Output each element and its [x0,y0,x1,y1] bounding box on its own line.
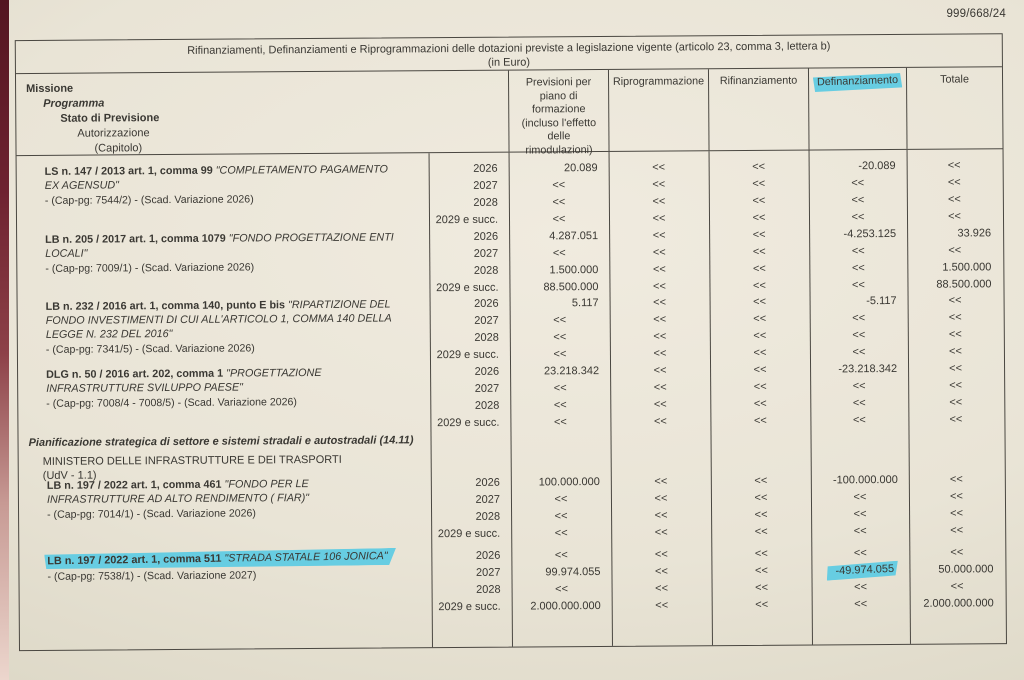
riprogrammazione-values: << << << << [652,229,666,293]
definanziamento-values: << -49.974.055 << << [811,545,909,614]
definanziamento-values: -20.089 << << << [851,159,896,224]
law-description: LB n. 197 / 2022 art. 1, comma 511 "STRA… [19,548,431,584]
definanziamento-value: << [854,598,868,611]
previsioni-values: 4.287.051 << 1.500.000 88.500.000 [543,230,599,294]
law-entry-lb-232-2016: LB n. 232 / 2016 art. 1, comma 140, punt… [18,292,1003,367]
rifinanziamento-values: << << << << [754,547,769,611]
law-description: DLG n. 50 / 2016 art. 202, comma 1 "PROG… [18,364,430,411]
riprogrammazione-values: << << << << [654,548,669,612]
riprogrammazione-values: << << << << [654,475,668,539]
year-labels: 2026 2027 2028 2029 e succ. [438,549,501,614]
law-entry-lb-197-2022-comma-461: LB n. 197 / 2022 art. 1, comma 461 "FOND… [19,471,1004,546]
row-hierarchy-header: Missione Programma Stato di Previsione A… [16,71,509,155]
totale-values: << << << << [947,159,961,223]
column-header-totale: Totale [905,67,1003,149]
law-ref: LB n. 232 / 2016 art. 1, comma 140, punt… [45,299,289,313]
law-cap-line: - (Cap-pg: 7009/1) - (Scad. Variazione 2… [45,261,255,275]
law-title: DLG n. 50 / 2016 art. 202, comma 1 "PROG… [46,365,404,395]
law-title: LB n. 197 / 2022 art. 1, comma 511 "STRA… [47,549,405,568]
year-labels: 2026 2027 2028 2029 e succ. [435,162,499,227]
law-ref: LB n. 197 / 2022 art. 1, comma 461 [46,478,225,492]
law-cap-line: - (Cap-pg: 7538/1) - (Scad. Variazione 2… [47,569,257,583]
rifinanziamento-values: << << << << [754,474,768,538]
rifinanziamento-values: << << << << [752,228,766,292]
riprogrammazione-values: << << << << [653,296,667,360]
law-description: LS n. 147 / 2013 art. 1, comma 99 "COMPL… [17,161,429,208]
law-ref: LB n. 197 / 2022 art. 1, comma 511 [47,552,225,568]
previsioni-values: 23.218.342 << << << [543,365,600,429]
law-cap-line: - (Cap-pg: 7014/1) - (Scad. Variazione 2… [47,507,256,521]
law-ref: LS n. 147 / 2013 art. 1, comma 99 [44,164,216,178]
definanziamento-values: -5.117 << << << [852,294,897,359]
year-labels: 2026 2027 2028 2029 e succ. [436,230,499,295]
definanziamento-value-highlighted: -49.974.055 [811,562,909,580]
totale-values: << << << << [949,473,964,537]
riprogrammazione-values: << << << << [652,161,666,225]
column-header-definanziamento: Definanziamento [807,67,907,150]
law-ref: LB n. 205 / 2017 art. 1, comma 1079 [45,232,229,246]
rifinanziamento-values: << << << << [752,160,766,224]
totale-values: << << << << [948,294,962,358]
law-description: LB n. 205 / 2017 art. 1, comma 1079 "FON… [17,229,429,276]
programma-section-header: Pianificazione strategica di settore e s… [28,434,414,450]
law-ref: DLG n. 50 / 2016 art. 202, comma 1 [46,367,227,381]
definanziamento-highlighter-mark: Definanziamento [813,73,902,92]
year-labels: 2026 2027 2028 2029 e succ. [436,297,499,362]
law-title: LB n. 197 / 2022 art. 1, comma 461 "FOND… [47,476,405,506]
table-body: LS n. 147 / 2013 art. 1, comma 99 "COMPL… [17,149,1006,650]
year-labels: 2026 2027 2028 2029 e succ. [437,476,501,541]
law-cap-line: - (Cap-pg: 7544/2) - (Scad. Variazione 2… [44,193,254,207]
photo-left-margin-edge [0,0,9,680]
law-name: "STRADA STATALE 106 JONICA" [224,550,388,565]
previsioni-values: 5.117 << << << [553,297,599,361]
law-title: LB n. 232 / 2016 art. 1, comma 140, punt… [46,297,404,341]
column-header-riprogrammazione: Riprogrammazione [607,69,709,151]
law-description: LB n. 232 / 2016 art. 1, comma 140, punt… [18,296,430,357]
law-cap-line: - (Cap-pg: 7341/5) - (Scad. Variazione 2… [45,342,255,356]
law-entry-lb-205-2017: LB n. 205 / 2017 art. 1, comma 1079 "FON… [17,225,1002,300]
definanziamento-values: -23.218.342 << << << [838,362,898,427]
law-description: LB n. 197 / 2022 art. 1, comma 461 "FOND… [19,475,431,522]
totale-values: << << << << [949,362,963,426]
budget-table: Rifinanziamenti, Definanziamenti e Ripro… [14,33,1007,652]
law-title: LB n. 205 / 2017 art. 1, comma 1079 "FON… [45,230,403,260]
totale-values: << 50.000.000 << 2.000.000.000 [923,546,994,610]
law-entry-dlg-50-2016: DLG n. 50 / 2016 art. 202, comma 1 "PROG… [18,360,1003,435]
column-header-row: Missione Programma Stato di Previsione A… [15,67,1003,157]
column-header-previsioni: Previsioni per piano di formazione (incl… [507,69,609,156]
doc-number: 999/668/24 [946,8,1006,20]
previsioni-values: 100.000.000 << << << [538,476,600,540]
totale-values: 33.926 << 1.500.000 88.500.000 [936,227,992,291]
definanziamento-value: << [853,547,867,560]
riprogrammazione-values: << << << << [653,364,667,428]
previsioni-values: << 99.974.055 << 2.000.000.000 [530,549,601,613]
rifinanziamento-values: << << << << [753,363,767,427]
definanziamento-values: -4.253.125 << << << [843,227,897,292]
column-header-rifinanziamento: Rifinanziamento [707,68,809,151]
law-cap-line: - (Cap-pg: 7008/4 - 7008/5) - (Scad. Var… [46,396,297,410]
definanziamento-value: << [854,581,868,594]
rifinanziamento-values: << << << << [753,295,767,359]
ministry-name: MINISTERO DELLE INFRASTRUTTURE E DEI TRA… [42,453,342,468]
law-entry-ls-147-2013: LS n. 147 / 2013 art. 1, comma 99 "COMPL… [17,157,1002,232]
value-highlighter-mark: -49.974.055 [826,561,898,581]
definanziamento-values: -100.000.000 << << << [832,473,898,538]
law-entry-lb-197-2022-comma-511: LB n. 197 / 2022 art. 1, comma 511 "STRA… [19,544,1004,619]
year-labels: 2026 2027 2028 2029 e succ. [437,365,500,430]
previsioni-values: 20.089 << << << [552,162,598,226]
law-title: LS n. 147 / 2013 art. 1, comma 99 "COMPL… [45,162,403,192]
